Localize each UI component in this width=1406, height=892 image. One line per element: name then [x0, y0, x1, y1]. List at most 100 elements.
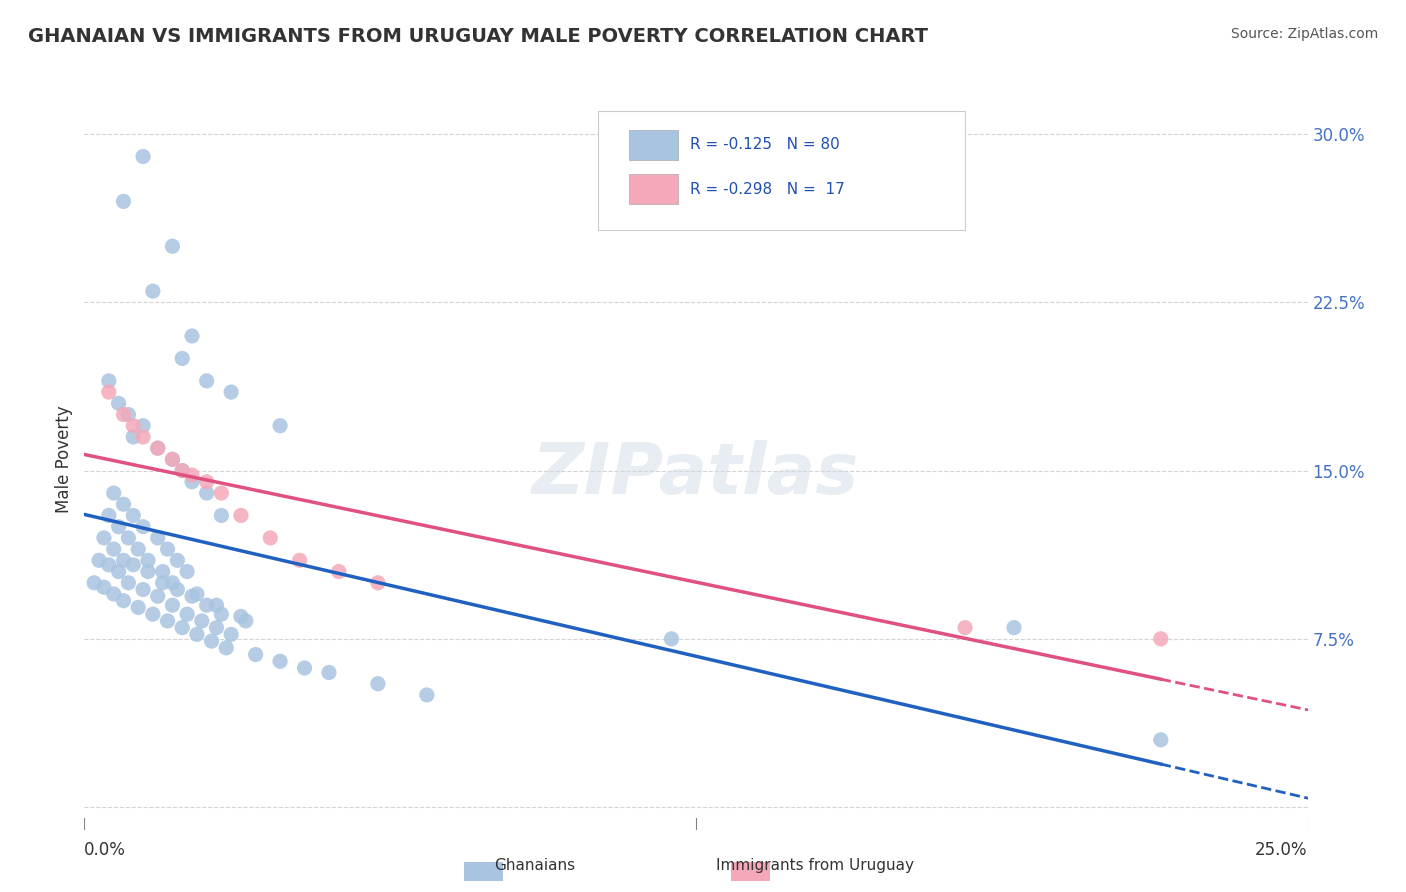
- Point: [97, 558, 120, 572]
- Point: [112, 593, 135, 607]
- Point: [245, 648, 267, 662]
- Point: [112, 553, 135, 567]
- Point: [122, 430, 145, 444]
- Point: [176, 607, 198, 622]
- Point: [235, 614, 257, 628]
- Point: [269, 654, 291, 668]
- Point: [127, 600, 149, 615]
- Point: [97, 374, 120, 388]
- Point: [93, 531, 115, 545]
- Point: [215, 640, 238, 655]
- Point: [191, 614, 214, 628]
- Point: [117, 531, 139, 545]
- Point: [117, 408, 139, 422]
- Point: [107, 396, 129, 410]
- Point: [93, 580, 115, 594]
- Text: ZIPatlas: ZIPatlas: [533, 440, 859, 508]
- Point: [132, 582, 155, 597]
- Point: [219, 627, 242, 641]
- Point: [146, 531, 169, 545]
- Point: [328, 565, 350, 579]
- Point: [229, 508, 252, 523]
- Point: [195, 598, 218, 612]
- Point: [112, 497, 135, 511]
- Point: [97, 508, 120, 523]
- Point: [661, 632, 683, 646]
- Y-axis label: Male Poverty: Male Poverty: [55, 406, 73, 513]
- Point: [209, 607, 232, 622]
- Point: [181, 329, 204, 343]
- Point: [142, 284, 165, 298]
- Text: 25.0%: 25.0%: [1256, 841, 1308, 859]
- Point: [162, 452, 184, 467]
- Point: [103, 587, 125, 601]
- Point: [162, 239, 184, 253]
- Point: [209, 508, 232, 523]
- Point: [132, 418, 155, 433]
- Point: [195, 486, 218, 500]
- Point: [195, 374, 218, 388]
- Point: [112, 408, 135, 422]
- Point: [294, 661, 316, 675]
- Point: [186, 627, 208, 641]
- Point: [112, 194, 135, 209]
- Point: [1150, 732, 1173, 747]
- Point: [83, 575, 105, 590]
- Point: [259, 531, 281, 545]
- Point: [152, 565, 174, 579]
- Point: [87, 553, 110, 567]
- Point: [103, 486, 125, 500]
- Point: [127, 542, 149, 557]
- Text: R = -0.298   N =  17: R = -0.298 N = 17: [690, 182, 845, 196]
- Point: [146, 441, 169, 455]
- Point: [186, 587, 208, 601]
- Point: [229, 609, 252, 624]
- FancyBboxPatch shape: [598, 112, 965, 230]
- Text: Immigrants from Uruguay: Immigrants from Uruguay: [717, 858, 914, 872]
- Point: [219, 385, 242, 400]
- Point: [107, 519, 129, 533]
- Point: [146, 441, 169, 455]
- Point: [162, 575, 184, 590]
- Point: [103, 542, 125, 557]
- FancyBboxPatch shape: [628, 130, 678, 160]
- Point: [136, 553, 159, 567]
- Point: [107, 565, 129, 579]
- Point: [162, 452, 184, 467]
- Point: [172, 464, 194, 478]
- Point: [166, 582, 188, 597]
- Point: [132, 430, 155, 444]
- Point: [318, 665, 340, 680]
- Point: [132, 519, 155, 533]
- Point: [172, 351, 194, 366]
- Point: [162, 598, 184, 612]
- Point: [122, 558, 145, 572]
- Point: [152, 575, 174, 590]
- Point: [269, 418, 291, 433]
- Point: [181, 475, 204, 489]
- Point: [288, 553, 311, 567]
- Point: [122, 508, 145, 523]
- Point: [416, 688, 439, 702]
- Point: [146, 589, 169, 603]
- Point: [953, 621, 976, 635]
- Point: [142, 607, 165, 622]
- Point: [1150, 632, 1173, 646]
- Point: [1002, 621, 1025, 635]
- Point: [156, 542, 179, 557]
- Point: [117, 575, 139, 590]
- Point: [132, 149, 155, 163]
- Point: [172, 621, 194, 635]
- Point: [205, 598, 228, 612]
- Point: [166, 553, 188, 567]
- Point: [367, 677, 389, 691]
- Point: [195, 475, 218, 489]
- Point: [209, 486, 232, 500]
- Point: [181, 589, 204, 603]
- Point: [205, 621, 228, 635]
- Text: Ghanaians: Ghanaians: [494, 858, 575, 872]
- Point: [200, 634, 222, 648]
- Point: [172, 464, 194, 478]
- Text: GHANAIAN VS IMMIGRANTS FROM URUGUAY MALE POVERTY CORRELATION CHART: GHANAIAN VS IMMIGRANTS FROM URUGUAY MALE…: [28, 27, 928, 45]
- Text: R = -0.125   N = 80: R = -0.125 N = 80: [690, 137, 839, 153]
